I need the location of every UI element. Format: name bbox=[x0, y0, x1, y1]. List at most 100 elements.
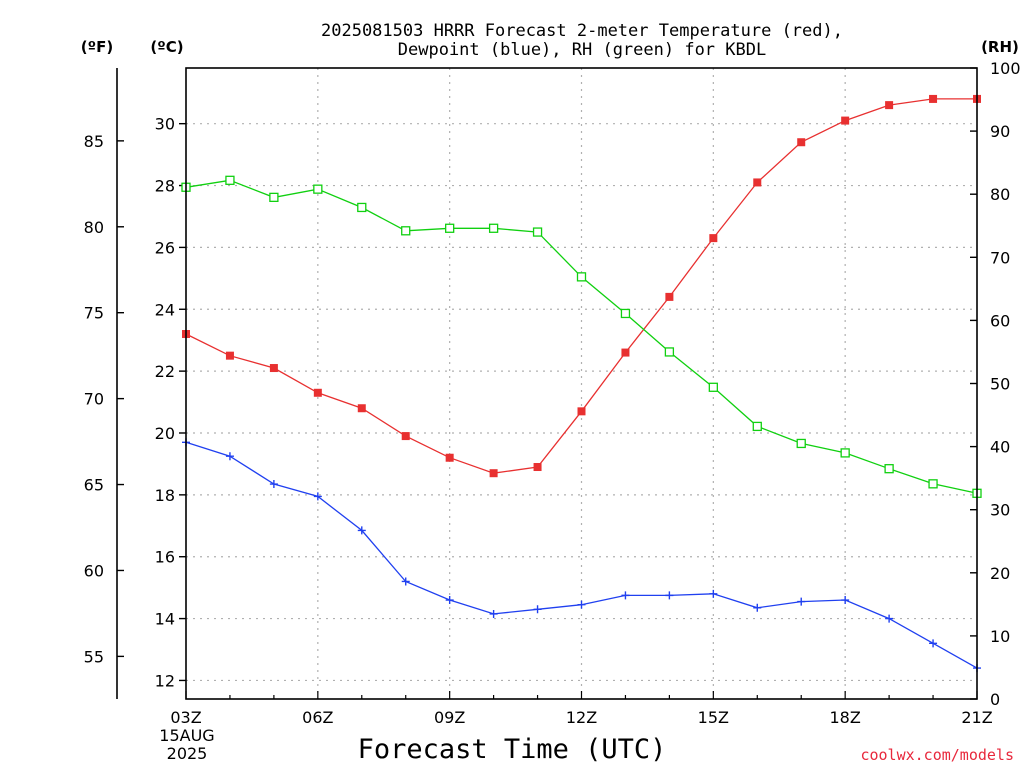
dewpoint-point bbox=[357, 526, 366, 535]
celsius-tick-label: 12 bbox=[155, 671, 175, 690]
rh-tick-label: 100 bbox=[990, 59, 1021, 78]
dewpoint-point bbox=[445, 596, 454, 605]
fahrenheit-tick-label: 85 bbox=[84, 132, 104, 151]
celsius-tick-label: 26 bbox=[155, 238, 175, 257]
plot-frame bbox=[185, 67, 978, 700]
temperature-point bbox=[313, 388, 322, 397]
fahrenheit-tick-label: 60 bbox=[84, 561, 104, 580]
rh-point bbox=[884, 464, 894, 474]
temperature-point bbox=[709, 234, 718, 243]
celsius-tick-label: 20 bbox=[155, 424, 175, 443]
temperature-point bbox=[797, 138, 806, 147]
rh-point bbox=[576, 272, 587, 282]
rh-tick-label: 10 bbox=[990, 627, 1010, 646]
x-tick-label: 18Z bbox=[830, 708, 861, 727]
dewpoint-point bbox=[489, 609, 498, 618]
rh-point bbox=[269, 192, 279, 203]
x-tick-label: 15Z bbox=[698, 708, 729, 727]
fahrenheit-tick-label: 70 bbox=[84, 390, 104, 409]
fahrenheit-tick-label: 75 bbox=[84, 304, 104, 323]
rh-point bbox=[840, 448, 850, 458]
rh-point bbox=[401, 226, 411, 236]
dewpoint-point bbox=[577, 600, 586, 609]
dewpoint-point bbox=[621, 591, 630, 600]
x-tick-label: 06Z bbox=[302, 708, 333, 727]
x-tick-label: 12Z bbox=[566, 708, 597, 727]
rh-tick-label: 90 bbox=[990, 122, 1010, 141]
celsius-tick-label: 30 bbox=[155, 115, 175, 134]
rh-tick-label: 0 bbox=[990, 690, 1000, 709]
rh-point bbox=[532, 227, 543, 237]
dewpoint-point bbox=[797, 597, 806, 606]
temperature-point bbox=[621, 348, 630, 357]
temperature-point bbox=[533, 463, 542, 472]
temperature-point bbox=[929, 94, 938, 103]
rh-unit-label: (RH) bbox=[981, 38, 1019, 56]
dewpoint-point bbox=[929, 639, 938, 648]
rh-tick-label: 50 bbox=[990, 375, 1010, 394]
rh-point bbox=[488, 223, 499, 233]
dewpoint-line bbox=[185, 441, 978, 669]
x-tick-label: 09Z bbox=[434, 708, 465, 727]
fahrenheit-unit-label: (ºF) bbox=[81, 38, 113, 56]
dewpoint-point bbox=[269, 480, 278, 489]
fahrenheit-axis: 55 60 65 70 75 80 85 bbox=[84, 68, 124, 699]
temperature-point bbox=[445, 453, 454, 462]
temperature-point bbox=[577, 407, 586, 416]
fahrenheit-tick-label: 65 bbox=[84, 476, 104, 495]
dewpoint-point bbox=[401, 577, 410, 586]
rh-tick-label: 80 bbox=[990, 185, 1010, 204]
rh-point bbox=[708, 382, 718, 392]
temperature-point bbox=[753, 178, 762, 187]
x-date-day: 15AUG bbox=[159, 726, 214, 745]
rh-tick-label: 60 bbox=[990, 311, 1010, 330]
dewpoint-point bbox=[533, 605, 542, 614]
temperature-point bbox=[269, 364, 278, 373]
rh-tick-label: 30 bbox=[990, 501, 1010, 520]
rh-point bbox=[313, 184, 323, 194]
rh-point bbox=[620, 308, 631, 319]
x-tick-label: 03Z bbox=[170, 708, 201, 727]
x-axis-title: Forecast Time (UTC) bbox=[358, 734, 667, 765]
rh-point bbox=[796, 438, 806, 449]
rh-axis: 0 10 20 30 40 50 60 70 80 90 100 bbox=[970, 59, 1021, 709]
rh-point bbox=[357, 202, 367, 213]
celsius-tick-label: 14 bbox=[155, 610, 175, 629]
dewpoint-point bbox=[709, 589, 718, 598]
dewpoint-point bbox=[841, 596, 850, 605]
rh-tick-label: 70 bbox=[990, 248, 1010, 267]
rh-tick-label: 40 bbox=[990, 438, 1010, 457]
rh-tick-label: 20 bbox=[990, 564, 1010, 583]
celsius-unit-label: (ºC) bbox=[150, 38, 183, 56]
dewpoint-point bbox=[665, 591, 674, 600]
dewpoint-point bbox=[753, 603, 762, 612]
rh-point bbox=[928, 479, 938, 489]
rh-point bbox=[445, 223, 455, 233]
credit-link[interactable]: coolwx.com/models bbox=[860, 746, 1014, 764]
celsius-tick-label: 22 bbox=[155, 362, 175, 381]
celsius-tick-label: 16 bbox=[155, 548, 175, 567]
celsius-axis: 12 14 16 18 20 22 24 26 28 30 bbox=[155, 115, 186, 690]
temperature-point bbox=[665, 292, 674, 301]
x-date-year: 2025 bbox=[167, 744, 208, 763]
temperature-point bbox=[841, 116, 850, 125]
temperature-point bbox=[225, 351, 234, 360]
rh-point bbox=[225, 175, 235, 185]
rh-point bbox=[664, 347, 675, 357]
rh-series bbox=[181, 175, 982, 498]
temperature-point bbox=[401, 432, 410, 441]
temperature-point bbox=[357, 404, 366, 413]
dewpoint-point bbox=[885, 614, 894, 623]
rh-point bbox=[752, 421, 762, 432]
celsius-tick-label: 18 bbox=[155, 486, 175, 505]
celsius-tick-label: 24 bbox=[155, 300, 175, 319]
fahrenheit-tick-label: 80 bbox=[84, 218, 104, 237]
temperature-point bbox=[885, 101, 894, 110]
chart-title-line1: 2025081503 HRRR Forecast 2-meter Tempera… bbox=[321, 21, 843, 41]
dewpoint-point bbox=[313, 492, 322, 501]
x-axis: 03Z 06Z 09Z 12Z 15Z 18Z 21Z bbox=[170, 691, 993, 727]
celsius-tick-label: 28 bbox=[155, 177, 175, 196]
x-tick-label: 21Z bbox=[961, 708, 992, 727]
dewpoint-point bbox=[225, 452, 234, 461]
